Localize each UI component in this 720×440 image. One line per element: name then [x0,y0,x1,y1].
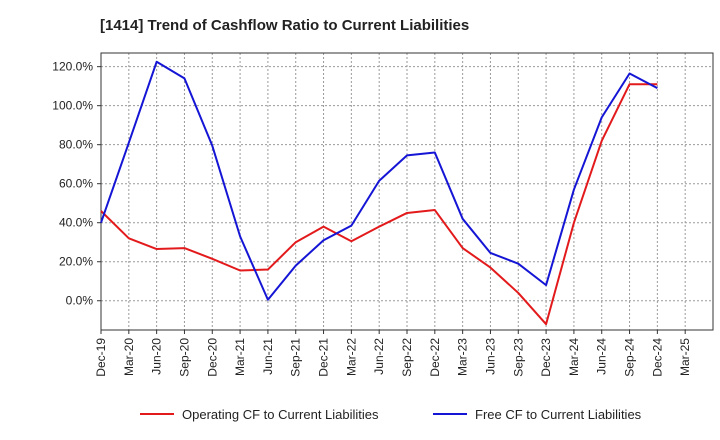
y-tick-label: 100.0% [52,99,93,113]
x-tick-label: Mar-23 [456,338,470,376]
x-tick-label: Dec-23 [539,338,553,377]
x-tick-label: Sep-24 [623,338,637,377]
x-tick-label: Dec-19 [94,338,108,377]
legend: Operating CF to Current Liabilities Free… [140,407,642,422]
x-tick-label: Mar-21 [233,338,247,376]
plot-frame [100,52,714,331]
y-tick-label: 80.0% [59,138,93,152]
series-line-operating-cf [100,83,658,326]
chart-title: [1414] Trend of Cashflow Ratio to Curren… [100,17,469,34]
y-tick-label: 60.0% [59,177,93,191]
y-tick-label: 20.0% [59,255,93,269]
x-tick-label: Sep-21 [289,338,303,377]
x-tick-label: Jun-20 [150,338,164,375]
x-tick-label: Mar-20 [122,338,136,376]
x-tick-label: Jun-23 [483,338,497,375]
y-tick-label: 40.0% [59,216,93,230]
plot-background [101,53,713,330]
x-tick-label: Mar-25 [678,338,692,376]
x-tick-label: Mar-24 [567,338,581,376]
legend-label-free-cf: Free CF to Current Liabilities [475,407,642,422]
x-tick-label: Dec-20 [205,338,219,377]
x-tick-label: Mar-22 [344,338,358,376]
x-tick-label: Sep-20 [177,338,191,377]
x-tick-label: Dec-24 [650,338,664,377]
legend-label-operating-cf: Operating CF to Current Liabilities [182,407,379,422]
plot-area: Dec-19 Mar-20 Jun-20 Sep-20 Dec-20 Mar-21 Jun-… [52,52,714,377]
x-tick-label: Jun-22 [372,338,386,375]
x-tick-label: Dec-22 [428,338,442,377]
x-tick-label: Sep-23 [511,338,525,377]
y-tick-label: 120.0% [52,60,93,74]
x-tick-label: Sep-22 [400,338,414,377]
series-line-free-cf [100,60,658,301]
y-tick-label: 0.0% [66,294,94,308]
x-tick-label: Dec-21 [317,338,331,377]
x-tick-label: Jun-24 [595,338,609,375]
x-tick-label: Jun-21 [261,338,275,375]
